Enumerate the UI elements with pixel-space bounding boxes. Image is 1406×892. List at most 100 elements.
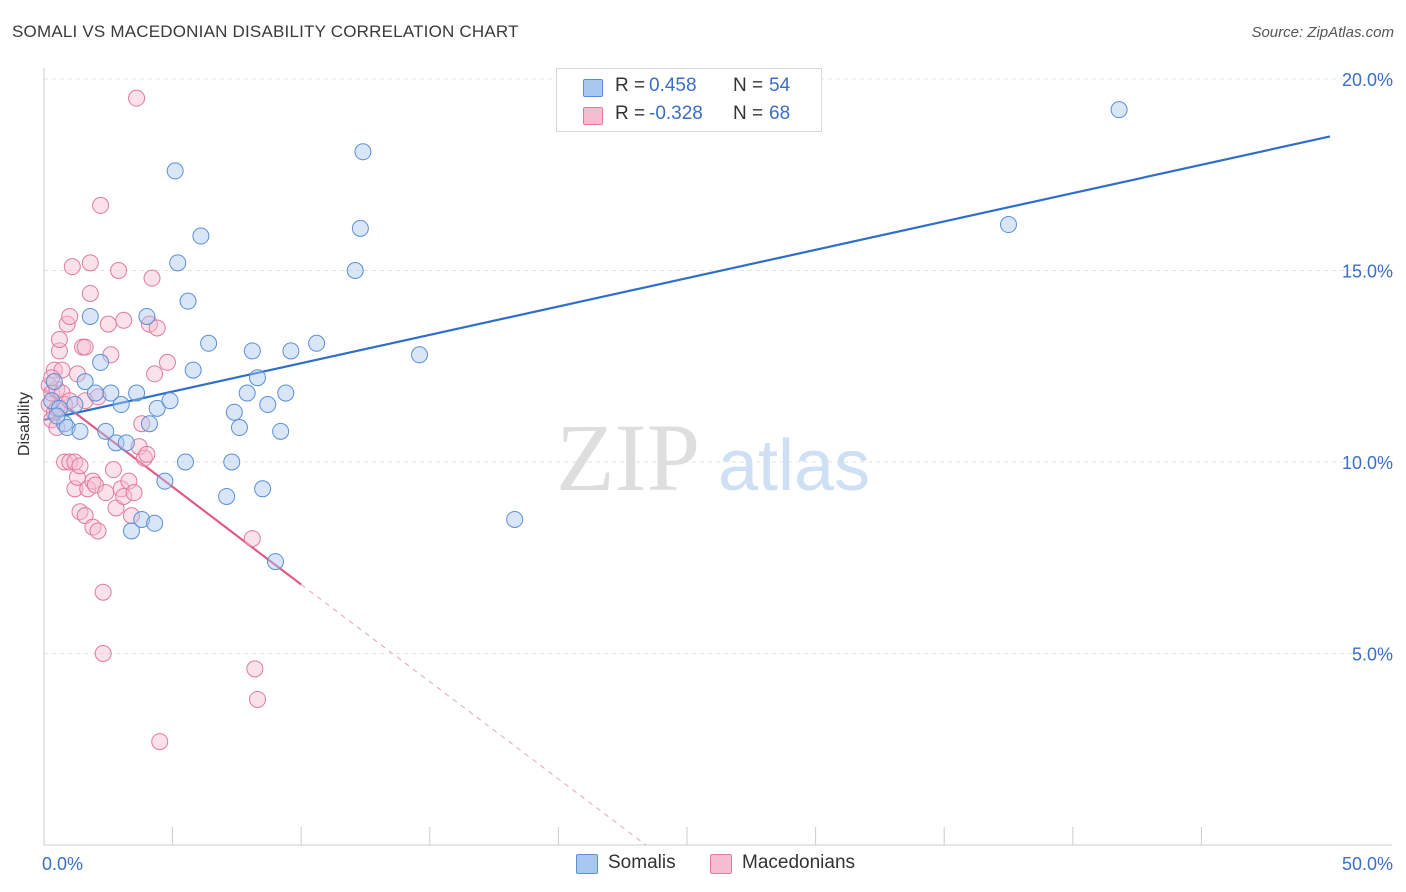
macedonian-point [94, 645, 112, 662]
watermark: ZIP atlas [556, 404, 870, 511]
somali-point [45, 373, 63, 391]
somali-point [223, 453, 241, 471]
correlation-legend: R = 0.458 N = 54 R = -0.328 N = 68 [556, 68, 822, 132]
macedonian-swatch [583, 107, 603, 125]
somali-point [102, 384, 120, 402]
macedonian-point [248, 690, 266, 708]
somali-point [277, 384, 295, 402]
macedonian-point [122, 507, 140, 525]
somali-point [140, 415, 158, 433]
somali-point [169, 254, 187, 272]
somali-point [354, 143, 372, 161]
macedonian-point [115, 311, 133, 329]
legend-label: Somalis [608, 852, 676, 873]
somali-point [200, 334, 218, 352]
somali-points [43, 101, 1128, 571]
macedonian-point [63, 258, 81, 276]
somali-point [48, 407, 66, 425]
macedonian-point [94, 583, 112, 601]
somali-point [92, 353, 110, 371]
somali-point [117, 434, 135, 452]
macedonian-swatch [710, 854, 732, 874]
legend-label: Macedonians [742, 852, 856, 873]
macedonian-point [81, 284, 99, 302]
somali-point [71, 422, 89, 440]
n-value: 54 [769, 75, 791, 96]
macedonian-point [81, 254, 99, 272]
n-label: N = [733, 103, 764, 124]
r-label: R = [615, 75, 646, 96]
macedonian-point [138, 445, 156, 463]
macedonian-point [158, 353, 176, 371]
somali-point [266, 553, 284, 571]
macedonian-point [115, 487, 133, 505]
macedonian-point [92, 196, 110, 214]
watermark-zip: ZIP [556, 404, 700, 511]
somali-point [411, 346, 429, 364]
somali-swatch [583, 79, 603, 97]
somali-point [248, 369, 266, 387]
macedonian-point [148, 319, 166, 337]
somali-point [133, 510, 151, 528]
x-tick-label-max: 50.0% [1342, 854, 1393, 874]
somali-point [146, 514, 164, 532]
somali-point [128, 384, 146, 402]
somali-point [218, 487, 236, 505]
somali-point [192, 227, 210, 245]
tick-labels: 5.0% 10.0% 15.0% 20.0% 0.0% 50.0% [42, 70, 1393, 874]
x-tick-label-min: 0.0% [42, 854, 83, 874]
r-value: 0.458 [649, 75, 697, 96]
somali-point [243, 342, 261, 360]
somali-point [184, 361, 202, 379]
y-tick-label: 5.0% [1352, 645, 1393, 665]
somali-swatch [576, 854, 598, 874]
macedonian-point [128, 89, 146, 107]
somali-point [86, 384, 104, 402]
macedonian-point [104, 461, 122, 479]
somali-point [272, 422, 290, 440]
macedonian-point [50, 330, 68, 348]
macedonian-point [246, 660, 264, 678]
macedonian-point [89, 522, 107, 540]
grid [44, 78, 1392, 654]
somali-point [230, 419, 248, 437]
somali-point [112, 396, 130, 414]
somali-point [351, 219, 369, 237]
r-label: R = [615, 103, 646, 124]
n-value: 68 [769, 103, 791, 124]
somali-point [66, 396, 84, 414]
somali-point [161, 392, 179, 410]
macedonian-point [110, 262, 128, 279]
somali-point [58, 419, 76, 437]
somali-point [166, 162, 184, 180]
macedonian-point [243, 530, 261, 548]
n-label: N = [733, 75, 764, 96]
macedonian-point [125, 484, 143, 502]
somali-point [138, 307, 156, 325]
trend-lines [43, 135, 1331, 846]
somali-point [76, 373, 94, 391]
somali-trend-line [43, 135, 1331, 421]
macedonian-point [99, 315, 117, 333]
somali-point [259, 396, 277, 414]
macedonian-point [146, 365, 164, 383]
axes [43, 68, 1392, 846]
source-label: Source: ZipAtlas.com [1251, 24, 1394, 41]
y-tick-label: 20.0% [1342, 70, 1393, 90]
somali-point [225, 403, 243, 421]
somali-point [1000, 216, 1017, 234]
macedonian-trend-extension [300, 584, 647, 846]
somali-point [282, 342, 300, 360]
macedonian-point [97, 484, 115, 502]
chart-title: SOMALI VS MACEDONIAN DISABILITY CORRELAT… [12, 22, 519, 41]
macedonian-point [61, 453, 79, 471]
somali-point [238, 384, 256, 402]
macedonian-point [61, 307, 79, 325]
watermark-atlas: atlas [718, 426, 870, 506]
macedonian-point [71, 457, 89, 475]
somali-point [156, 472, 174, 490]
legend-row-somali: R = 0.458 N = 54 [557, 73, 821, 101]
somali-point [148, 399, 166, 417]
legend-row-macedonian: R = -0.328 N = 68 [557, 101, 821, 129]
